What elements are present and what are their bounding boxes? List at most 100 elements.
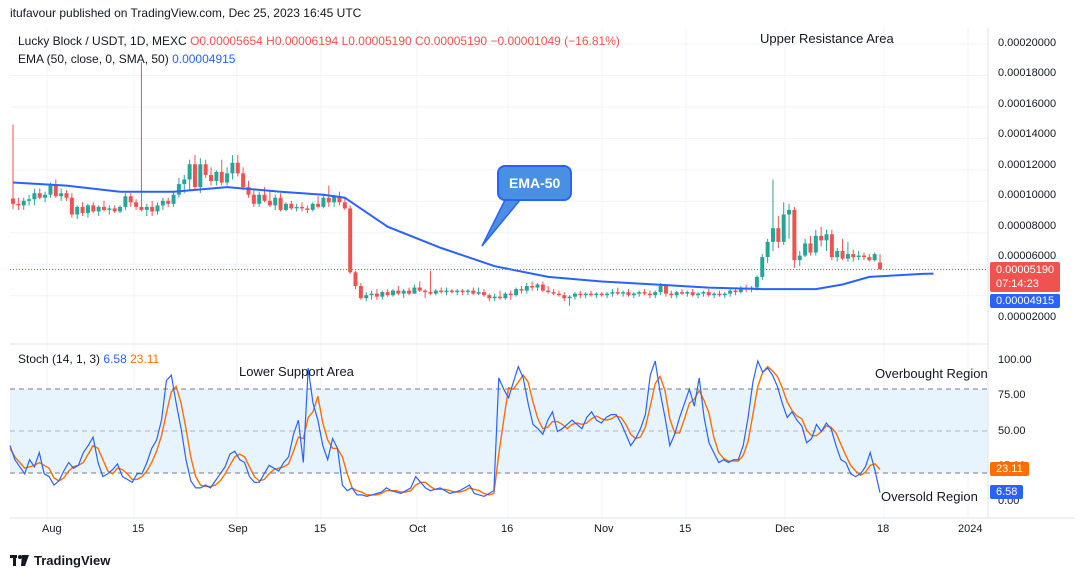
candle-body <box>48 185 53 195</box>
price-axis-label: 0.00012000 <box>998 158 1057 171</box>
candle-body <box>481 292 486 296</box>
candle <box>380 290 385 300</box>
candle <box>80 202 85 217</box>
candle <box>808 235 813 256</box>
candle <box>428 270 433 296</box>
candle <box>300 202 305 212</box>
candle <box>289 200 294 210</box>
candle <box>556 290 561 297</box>
candle <box>310 202 315 212</box>
last-price-badge-value: 0.00005190 <box>996 264 1055 276</box>
candle <box>878 254 883 270</box>
candle-body <box>171 194 176 204</box>
candle <box>524 282 529 294</box>
candle-body <box>203 164 208 175</box>
candle <box>663 284 668 297</box>
candle <box>835 247 840 262</box>
price-legend: Lucky Block / USDT, 1D, MEXC O0.00005654… <box>18 34 620 48</box>
candle <box>412 284 417 294</box>
candle <box>631 292 636 299</box>
candle-body <box>358 286 363 299</box>
oversold-label: Oversold Region <box>881 489 978 504</box>
candle-body <box>738 287 743 293</box>
candle <box>455 289 460 296</box>
candle-body <box>128 196 133 203</box>
candle <box>696 292 701 299</box>
candle <box>674 290 679 299</box>
candle-body <box>150 206 155 212</box>
candle <box>283 202 288 212</box>
candle-body <box>663 286 668 294</box>
candle <box>64 190 69 201</box>
candle <box>492 293 497 302</box>
ema-callout-pointer <box>481 199 522 247</box>
candle-body <box>214 171 219 181</box>
candle <box>123 193 128 210</box>
candle-body <box>460 290 465 293</box>
candle <box>230 155 235 180</box>
candle-body <box>407 290 412 294</box>
candle <box>407 287 412 296</box>
candle-body <box>300 206 305 209</box>
candle-body <box>476 292 481 294</box>
candle <box>11 124 15 210</box>
candle-body <box>615 292 620 294</box>
candle-body <box>209 174 214 181</box>
candle-body <box>37 193 42 198</box>
candle-body <box>144 206 149 210</box>
time-axis-label: 16 <box>501 523 514 535</box>
candle-body <box>374 293 379 297</box>
candle <box>444 287 449 296</box>
candle-body <box>262 194 267 201</box>
tradingview-brand: TradingView <box>34 553 111 568</box>
candle <box>481 289 486 297</box>
time-axis-label: Sep <box>228 523 248 535</box>
tradingview-footer[interactable]: TradingView <box>10 553 110 568</box>
candle <box>465 289 470 296</box>
candle <box>219 159 224 186</box>
candle <box>728 289 733 297</box>
ema-badge: 0.00004915 <box>990 294 1061 308</box>
candle <box>503 292 508 300</box>
high-label: H <box>266 34 275 48</box>
candle-body <box>626 292 631 296</box>
candle <box>599 292 604 297</box>
candle-body <box>851 254 856 258</box>
candle <box>369 290 374 300</box>
candle <box>680 289 684 296</box>
ema-legend-value: 0.00004915 <box>172 52 236 66</box>
candle-body <box>712 293 717 296</box>
open-label: O <box>190 34 200 48</box>
candle-body <box>316 203 321 207</box>
candle <box>824 229 829 252</box>
candle-body <box>701 292 706 294</box>
candle <box>647 290 652 299</box>
candle-body <box>176 184 181 195</box>
candle-body <box>610 292 615 294</box>
candle <box>316 196 321 209</box>
candle <box>803 238 808 258</box>
stoch-d-badge: 23.11 <box>990 462 1029 476</box>
candle <box>433 289 438 296</box>
candle-body <box>96 206 101 212</box>
candle <box>358 282 363 300</box>
candle <box>273 194 278 210</box>
candle-body <box>781 214 786 242</box>
candle <box>572 292 577 300</box>
candle <box>861 252 866 261</box>
candle <box>589 290 594 297</box>
candle <box>722 292 727 299</box>
candle <box>16 197 21 210</box>
candle <box>845 241 850 262</box>
candle <box>385 289 390 297</box>
close-value: 0.00005190 <box>423 34 488 48</box>
candle <box>578 290 583 299</box>
candle-body <box>685 292 690 294</box>
candle-body <box>803 243 808 256</box>
candle <box>401 289 406 299</box>
candle <box>567 295 572 306</box>
candle <box>776 216 781 248</box>
candle-body <box>845 254 850 259</box>
stoch-axis-label: 75.00 <box>998 389 1026 402</box>
